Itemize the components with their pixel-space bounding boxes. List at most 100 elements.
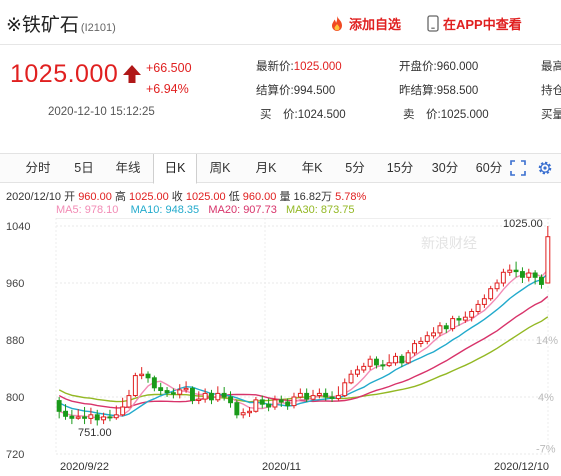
candle xyxy=(494,279,500,292)
candle xyxy=(158,382,164,395)
tab-30min[interactable]: 30分 xyxy=(431,161,459,175)
field-settle-price: 结算价:994.500 xyxy=(256,85,336,97)
candle xyxy=(424,331,430,345)
period-tabs: 分时 5日 年线 日K 周K 月K 年K 5分 15分 30分 60分 xyxy=(0,153,561,184)
ma5-legend: MA5: 978.10 xyxy=(56,204,119,216)
candle xyxy=(310,389,316,401)
chart-labels: 1040 960 880 800 720 14% 4% -7% 2020/9/22 2020/11… xyxy=(6,218,558,473)
ma-legend: MA5: 978.10 MA10: 948.35 MA20: 907.73 MA… xyxy=(56,204,355,216)
candle xyxy=(278,395,284,407)
field-open-interest: 持仓 xyxy=(541,85,561,97)
candle xyxy=(291,392,297,409)
candle xyxy=(221,387,227,401)
candle xyxy=(101,412,106,425)
candle xyxy=(107,409,113,422)
candle xyxy=(285,398,291,410)
candle xyxy=(183,381,189,393)
candle xyxy=(228,391,234,408)
y-tick-label: 880 xyxy=(6,335,24,347)
candle xyxy=(132,372,138,397)
candle xyxy=(532,270,538,285)
candle xyxy=(481,294,487,308)
candle xyxy=(234,399,240,419)
candle xyxy=(469,308,475,322)
tab-weekly-k[interactable]: 周K xyxy=(209,161,231,175)
quote-time: 2020-12-10 15:12:25 xyxy=(48,106,155,118)
candle xyxy=(151,375,157,392)
candle xyxy=(247,406,253,417)
candle xyxy=(342,378,348,397)
instrument-name: ※铁矿石 xyxy=(6,15,79,36)
candle xyxy=(367,355,373,370)
candle xyxy=(348,369,354,385)
candle xyxy=(240,408,246,419)
candle xyxy=(75,409,81,420)
field-ask-price: 卖 价:1025.000 xyxy=(403,109,489,121)
candle xyxy=(386,354,392,368)
y-tick-label: 720 xyxy=(6,449,24,461)
candle xyxy=(145,371,151,383)
tab-60min[interactable]: 60分 xyxy=(475,161,503,175)
candle xyxy=(82,406,87,425)
candle xyxy=(120,397,126,417)
candle xyxy=(545,226,551,284)
candle xyxy=(329,391,335,402)
price-change: +66.500 xyxy=(146,61,192,75)
max-price-label: 1025.00 xyxy=(503,218,543,230)
settings-gear-icon[interactable] xyxy=(537,160,553,176)
candle xyxy=(316,388,322,399)
tab-yearline[interactable]: 年线 xyxy=(115,161,141,175)
field-prev-settle: 昨结算:958.500 xyxy=(399,85,479,97)
ma20-legend: MA20: 907.73 xyxy=(208,204,277,216)
field-bid-price: 买 价:1024.500 xyxy=(260,109,346,121)
candle xyxy=(139,367,145,380)
candle xyxy=(253,397,259,413)
candle xyxy=(209,389,214,405)
instrument-code: (I2101) xyxy=(80,22,116,34)
candle xyxy=(259,395,265,409)
add-watchlist-label: 添加自选 xyxy=(349,17,402,32)
tab-5day[interactable]: 5日 xyxy=(74,161,94,175)
info-open: 960.00 xyxy=(78,191,112,203)
phone-icon xyxy=(427,15,439,32)
fullscreen-icon[interactable] xyxy=(510,160,526,176)
ma10-line xyxy=(58,273,549,417)
tab-monthly-k[interactable]: 月K xyxy=(255,161,277,175)
add-watchlist-button[interactable]: 添加自选 xyxy=(329,14,401,33)
ma30-legend: MA30: 873.75 xyxy=(286,204,355,216)
candle xyxy=(361,362,367,373)
info-volume: 16.82万 xyxy=(293,191,333,203)
candle xyxy=(323,388,329,401)
tab-15min[interactable]: 15分 xyxy=(386,161,414,175)
tab-daily-k[interactable]: 日K xyxy=(153,154,197,184)
candle xyxy=(450,315,456,332)
candle xyxy=(94,409,100,426)
candle xyxy=(475,300,481,315)
tab-intraday[interactable]: 分时 xyxy=(25,161,51,175)
pct-tick-label: 4% xyxy=(538,392,554,404)
candle xyxy=(113,405,119,420)
candle xyxy=(526,268,532,282)
kline-chart[interactable]: 新浪财经 1040 960 880 800 720 14% 4% -7% 2020/9/22 20… xyxy=(0,218,561,476)
info-pct: 5.78% xyxy=(335,191,367,203)
tab-5min[interactable]: 5分 xyxy=(345,161,365,175)
ma-lines xyxy=(58,269,549,419)
candle xyxy=(164,387,170,397)
candle xyxy=(177,384,183,399)
page-title: ※铁矿石 (I2101) xyxy=(6,10,116,37)
candle xyxy=(202,388,208,403)
open-app-button[interactable]: 在APP中查看 xyxy=(427,14,522,33)
candle xyxy=(88,407,94,425)
candle xyxy=(520,267,525,283)
pct-tick-label: -7% xyxy=(536,443,556,455)
candle xyxy=(126,389,132,409)
candle xyxy=(393,352,399,366)
min-price-label: 751.00 xyxy=(78,427,112,439)
candle xyxy=(431,327,437,339)
page-header xyxy=(0,0,561,45)
candle xyxy=(456,315,462,326)
tab-yearly-k[interactable]: 年K xyxy=(301,161,323,175)
x-tick-label: 2020/11 xyxy=(262,461,301,473)
info-low: 960.00 xyxy=(242,191,277,203)
x-tick-label: 2020/9/22 xyxy=(60,461,109,473)
